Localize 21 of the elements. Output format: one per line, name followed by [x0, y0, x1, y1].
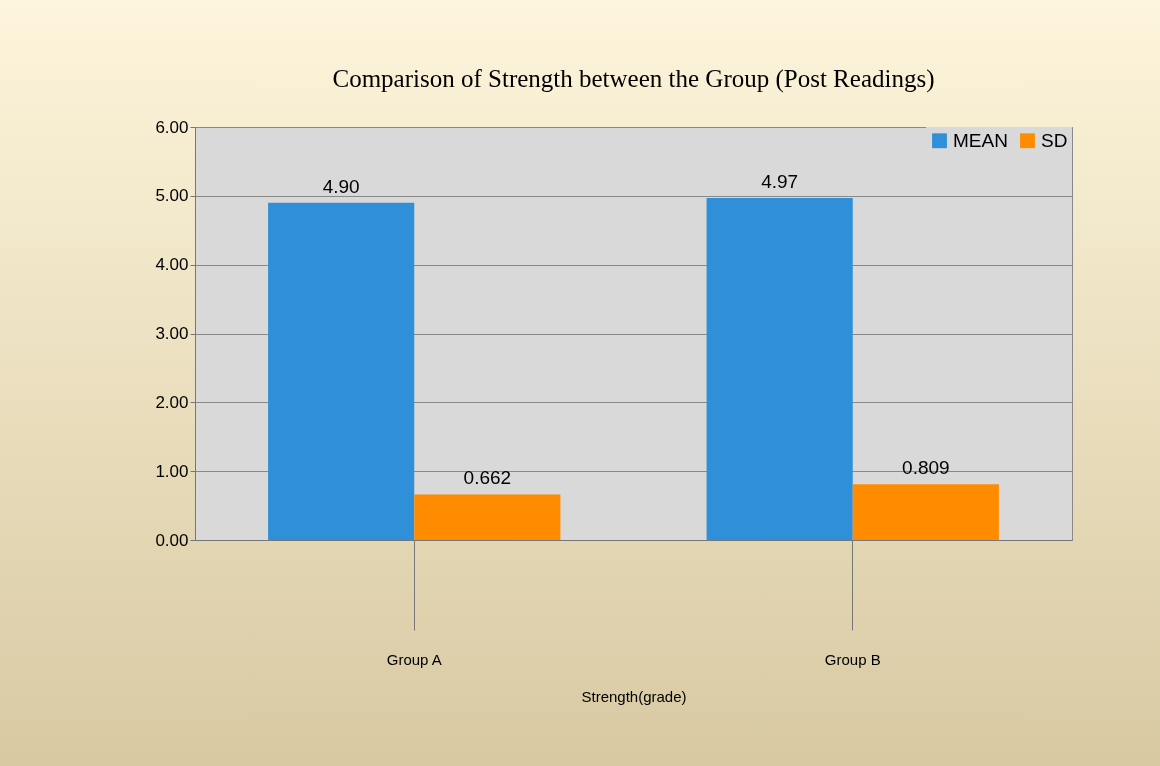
- bar: [268, 202, 415, 540]
- x-tick-label: Group B: [824, 650, 881, 668]
- data-label: 0.662: [463, 467, 512, 489]
- y-tick-label: 2.00: [155, 392, 189, 412]
- bar: [706, 197, 853, 540]
- y-tick-label: 3.00: [155, 324, 189, 343]
- y-tick-label: 0.00: [155, 530, 189, 550]
- y-tick-label: 1.00: [155, 461, 189, 481]
- chart-title: Comparison of Strength between the Group (Post Readings): [332, 65, 935, 93]
- y-tick-label: 5.00: [155, 186, 189, 206]
- legend-label: MEAN: [953, 129, 1008, 151]
- y-tick-label: 4.00: [155, 255, 189, 275]
- data-label: 4.97: [761, 170, 799, 192]
- data-label: 0.809: [902, 457, 950, 479]
- data-label: 4.90: [322, 175, 360, 197]
- bar: [852, 484, 999, 540]
- x-axis-title: Strength(grade): [581, 687, 687, 705]
- y-tick-label: 6.00: [155, 117, 189, 137]
- bar: [414, 494, 561, 540]
- legend-label: SD: [1041, 129, 1068, 151]
- x-tick-label: Group A: [386, 650, 442, 668]
